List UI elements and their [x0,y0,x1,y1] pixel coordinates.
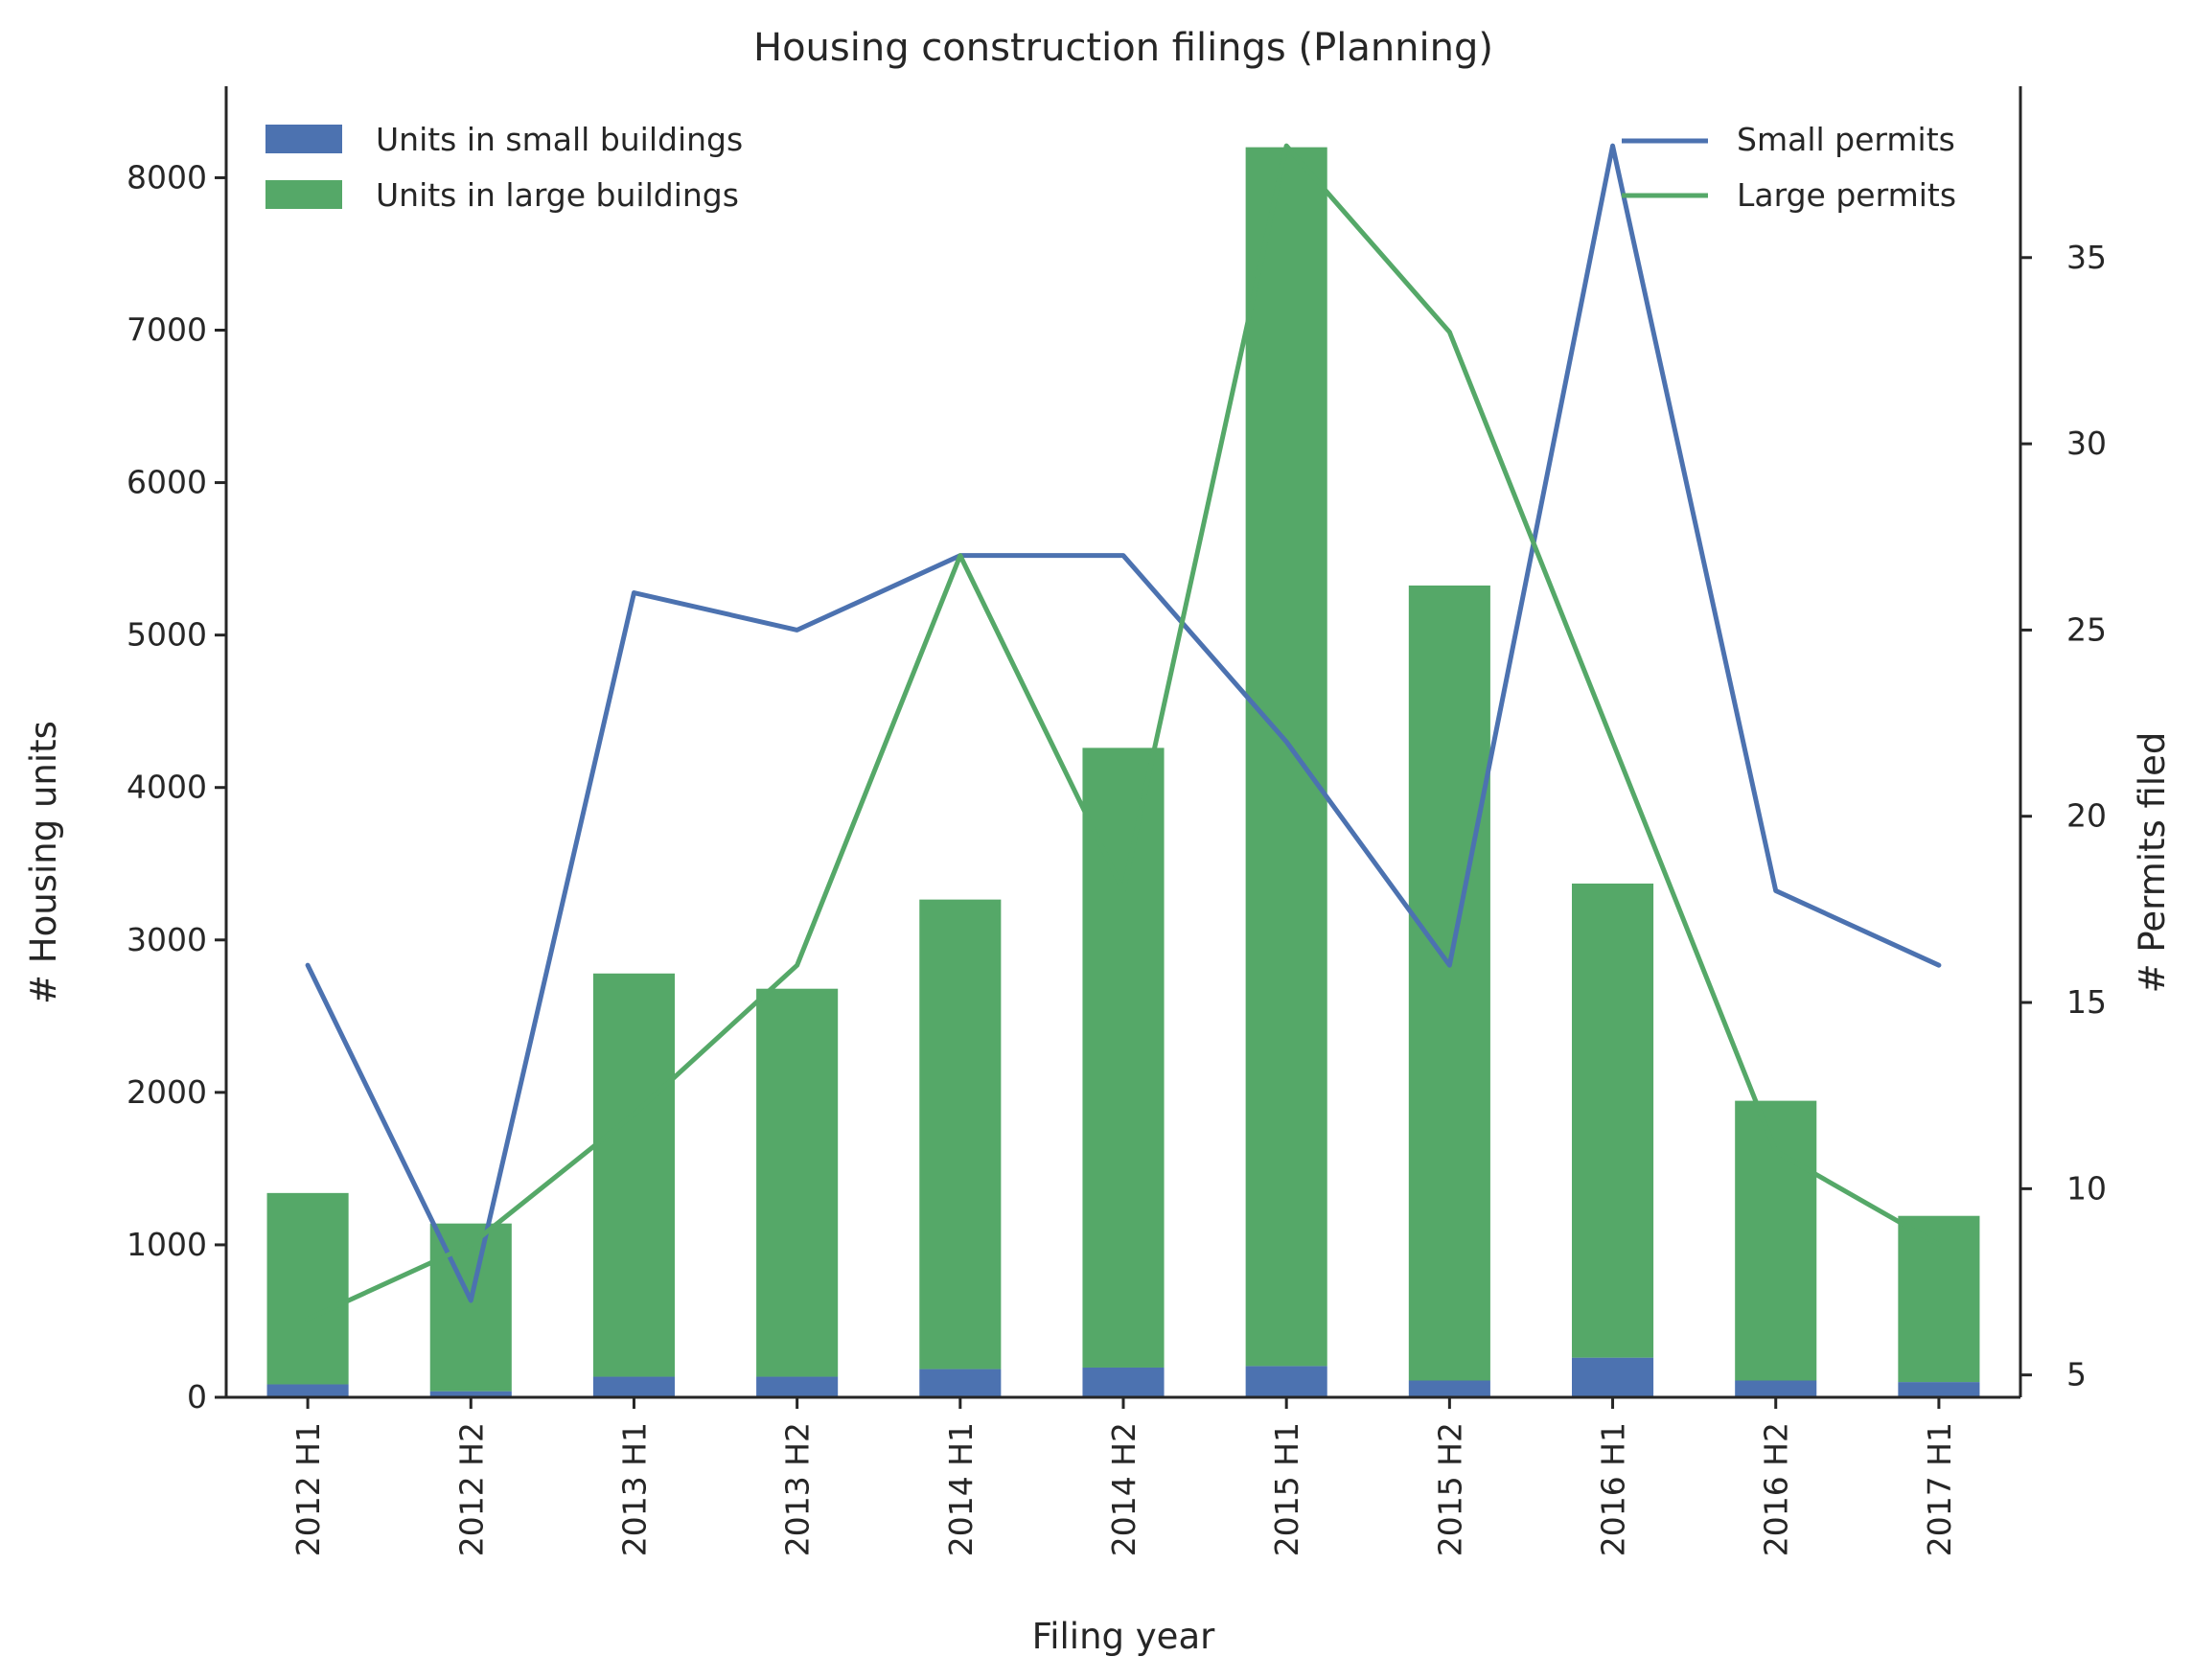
x-tick-label: 2016 H1 [1595,1422,1632,1556]
bars-layer [266,147,1980,1397]
legend-swatch-large-units [265,180,342,209]
y2-axis-title: # Permits filed [2132,732,2173,994]
y2-tick-label: 25 [2066,610,2107,648]
bar-small-units-2017-H1 [1898,1382,1980,1397]
lines-layer [305,143,1942,1322]
legend-label-large-permits: Large permits [1737,176,1956,214]
x-tick-label: 2015 H2 [1431,1422,1468,1556]
y2-tick-label: 10 [2066,1169,2107,1207]
bar-large-units-2014-H1 [919,899,1002,1369]
bar-large-units-2012-H2 [429,1223,512,1392]
y2-tick-label: 35 [2066,239,2107,276]
y-tick-label: 6000 [127,464,207,501]
bar-large-units-2012-H1 [266,1192,349,1385]
y-tick-label: 3000 [127,921,207,958]
y-tick-label: 8000 [127,158,207,196]
legend-label-large-units: Units in large buildings [376,176,739,214]
y-tick-label: 1000 [127,1226,207,1263]
legend-lines: Small permits Large permits [1622,121,1956,214]
x-tick-label: 2014 H2 [1105,1422,1142,1556]
x-axis-title: Filing year [1032,1616,1215,1657]
bar-small-units-2012-H1 [266,1384,349,1397]
y-axis-title: # Housing units [23,721,64,1004]
x-tick-label: 2013 H1 [615,1422,653,1556]
bar-large-units-2017-H1 [1898,1215,1980,1383]
axes-layer: 0 1000 2000 3000 4000 5000 6000 7000 8000 5 10 15 20… [127,86,2107,1556]
bar-small-units-2013-H1 [592,1376,675,1397]
bar-small-units-2015-H1 [1245,1366,1327,1397]
y-tick-label: 4000 [127,769,207,806]
x-tick-label: 2012 H2 [452,1422,490,1556]
y-tick-label: 7000 [127,311,207,349]
y2-tick-label: 20 [2066,797,2107,835]
legend-swatch-small-units [265,125,342,153]
x-tick-label: 2014 H1 [942,1422,980,1556]
y-tick-label: 5000 [127,616,207,654]
bar-large-units-2015-H2 [1408,585,1490,1381]
x-tick-label: 2012 H1 [289,1422,327,1556]
bar-small-units-2012-H2 [429,1391,512,1397]
y2-tick-label: 15 [2066,983,2107,1021]
bar-large-units-2014-H2 [1082,748,1165,1368]
legend-label-small-units: Units in small buildings [376,121,743,158]
x-tick-label: 2017 H1 [1921,1422,1958,1556]
legend-label-small-permits: Small permits [1737,121,1955,158]
y-tick-label: 0 [187,1378,207,1415]
bar-large-units-2013-H2 [756,988,839,1377]
x-tick-label: 2016 H2 [1758,1422,1795,1556]
x-tick-label: 2013 H2 [779,1422,817,1556]
bar-small-units-2016-H2 [1735,1380,1817,1397]
bar-small-units-2013-H2 [756,1376,839,1397]
y2-tick-label: 5 [2066,1356,2087,1393]
y2-tick-label: 30 [2066,425,2107,462]
bar-small-units-2015-H2 [1408,1380,1490,1397]
bar-large-units-2016-H2 [1735,1100,1817,1381]
chart-title: Housing construction filings (Planning) [753,26,1493,70]
legend-bars: Units in small buildings Units in large … [265,121,743,214]
bar-large-units-2015-H1 [1245,147,1327,1367]
x-tick-label: 2015 H1 [1268,1422,1305,1556]
bar-large-units-2013-H1 [592,973,675,1377]
bar-small-units-2014-H2 [1082,1367,1165,1397]
y-tick-label: 2000 [127,1073,207,1111]
bar-large-units-2016-H1 [1572,883,1654,1358]
bar-small-units-2016-H1 [1572,1357,1654,1397]
bar-small-units-2014-H1 [919,1369,1002,1397]
